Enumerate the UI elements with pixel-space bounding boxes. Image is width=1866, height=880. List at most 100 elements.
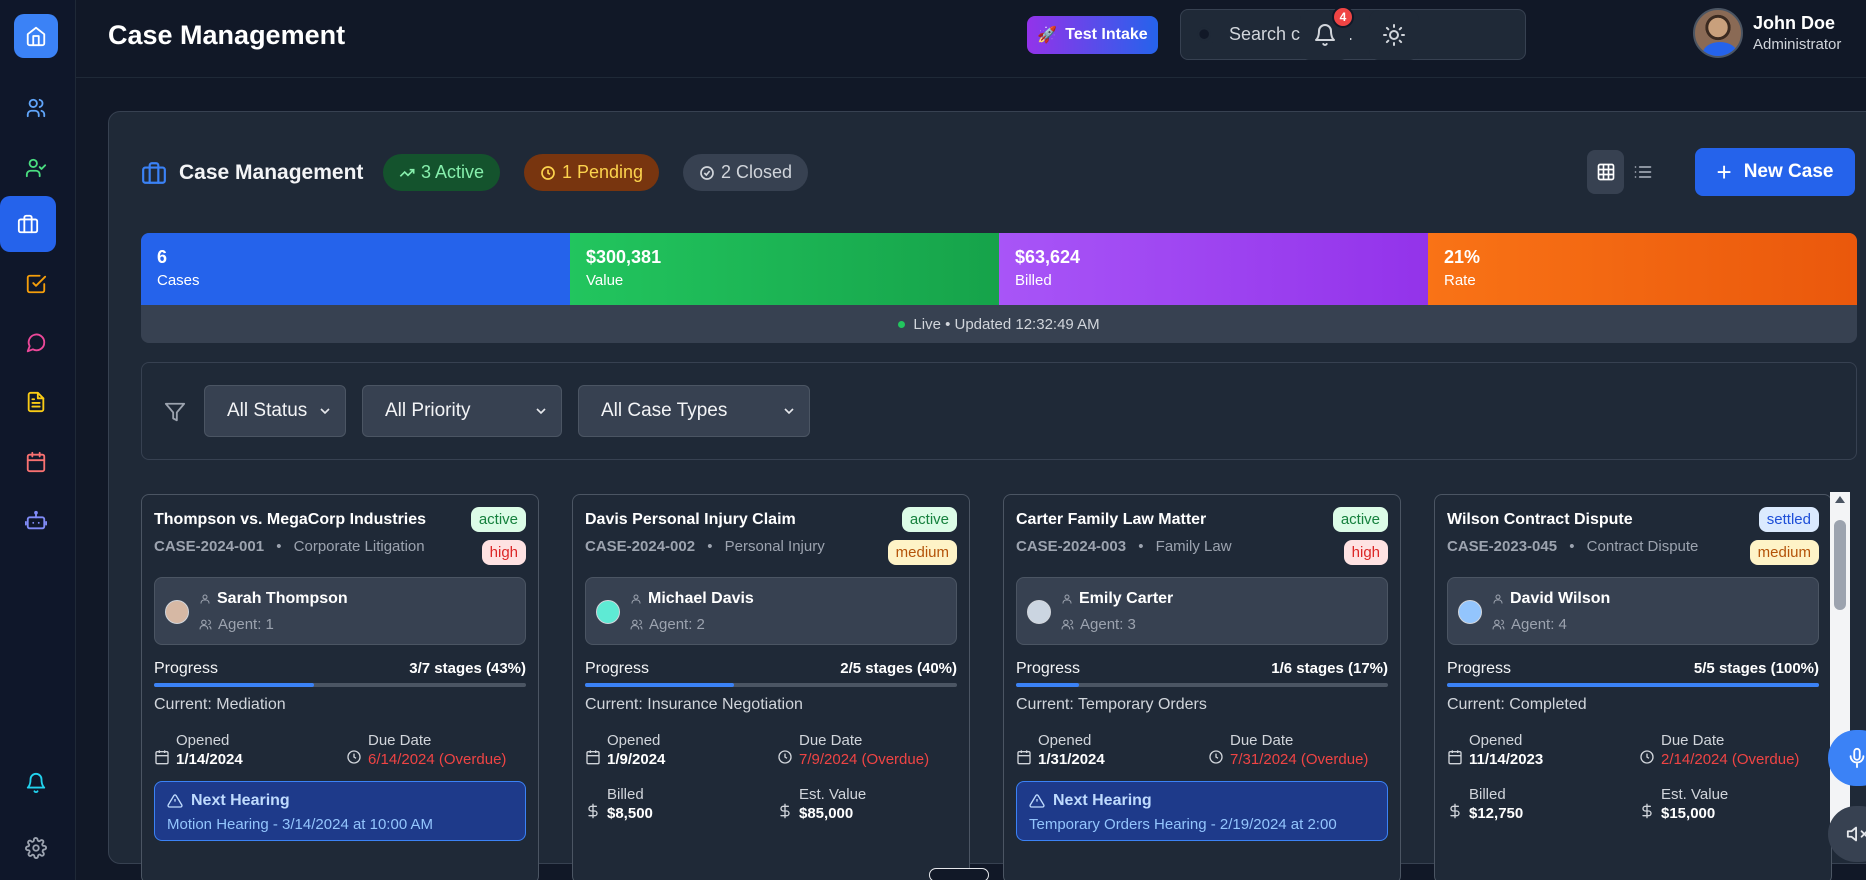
sidebar-cases-button[interactable] <box>0 196 56 252</box>
priority-filter-select[interactable]: All Priority <box>362 385 562 437</box>
agent-label: Agent: 1 <box>218 616 274 633</box>
client-box[interactable]: Emily Carter Agent: 3 <box>1016 577 1388 645</box>
due-date: 2/14/2024 (Overdue) <box>1661 751 1800 768</box>
case-type-filter-select[interactable]: All Case Types <box>578 385 810 437</box>
user-icon <box>200 594 210 604</box>
users-icon <box>199 619 212 630</box>
priority-filter-value: All Priority <box>385 400 471 421</box>
due-field: Due Date 6/14/2024 (Overdue) <box>368 732 506 768</box>
case-card[interactable]: Thompson vs. MegaCorp Industries CASE-20… <box>141 494 539 880</box>
sidebar-calendar-button[interactable] <box>14 440 58 484</box>
calendar-icon <box>155 750 169 765</box>
current-stage: Current: Temporary Orders <box>1016 696 1207 713</box>
priority-badge: medium <box>887 540 957 565</box>
due-label: Due Date <box>1661 732 1725 749</box>
notification-badge: 4 <box>1332 6 1354 28</box>
due-icon-wrap <box>346 749 362 770</box>
est-value-field: Est. Value $15,000 <box>1661 786 1728 822</box>
voice-input-button[interactable] <box>1828 730 1866 786</box>
checkbox-icon <box>26 274 47 294</box>
user-menu[interactable]: John Doe Administrator <box>1693 8 1841 58</box>
case-card[interactable]: Davis Personal Injury Claim CASE-2024-00… <box>572 494 970 880</box>
pending-count-pill[interactable]: 1 Pending <box>524 154 660 191</box>
sidebar-ai-button[interactable] <box>14 499 58 543</box>
billed-field: Billed $8,500 <box>607 786 653 822</box>
test-intake-button[interactable]: 🚀 Test Intake <box>1027 16 1158 54</box>
opened-field: Opened 1/31/2024 <box>1038 732 1105 768</box>
speaker-button[interactable] <box>1828 806 1866 862</box>
client-avatar <box>165 600 189 624</box>
case-number: CASE-2023-045 <box>1447 538 1558 555</box>
closed-count-pill[interactable]: 2 Closed <box>683 154 809 191</box>
panel-title: Case Management <box>141 160 363 186</box>
next-hearing-box[interactable]: Next Hearing Motion Hearing - 3/14/2024 … <box>154 781 526 841</box>
case-type: Family Law <box>1155 538 1232 555</box>
case-title: Carter Family Law Matter <box>1016 511 1207 528</box>
sidebar-notifications-button[interactable] <box>14 761 58 805</box>
agent-label: Agent: 3 <box>1080 616 1136 633</box>
due-label: Due Date <box>368 732 432 749</box>
calendar-icon <box>26 451 46 473</box>
case-card[interactable]: Carter Family Law Matter CASE-2024-003 •… <box>1003 494 1401 880</box>
active-count-pill[interactable]: 3 Active <box>383 154 501 191</box>
est-icon-wrap <box>1639 803 1655 824</box>
grid-view-button[interactable] <box>1587 150 1624 194</box>
live-status: Live • Updated 12:32:49 AM <box>141 305 1857 343</box>
scroll-up-arrow-icon[interactable] <box>1835 496 1845 503</box>
case-subtitle: CASE-2024-002 • Personal Injury <box>585 538 825 555</box>
theme-toggle-button[interactable] <box>1369 10 1419 60</box>
sidebar-leads-button[interactable] <box>14 146 58 190</box>
billed-label: Billed <box>1469 786 1506 803</box>
notifications-button[interactable]: 4 <box>1300 6 1354 60</box>
bot-icon <box>25 510 47 530</box>
status-badge: active <box>1332 507 1388 532</box>
next-hearing-box[interactable]: Next Hearing Temporary Orders Hearing - … <box>1016 781 1388 841</box>
case-subtitle: CASE-2023-045 • Contract Dispute <box>1447 538 1699 555</box>
alert-triangle-icon <box>167 794 183 808</box>
gear-icon <box>25 837 47 859</box>
search-icon <box>1197 26 1214 43</box>
calendar-icon <box>586 750 600 765</box>
check-circle-icon <box>700 165 714 180</box>
agent-label: Agent: 4 <box>1511 616 1567 633</box>
users-icon <box>26 98 46 118</box>
stat-value: 21% <box>1444 247 1481 267</box>
progress-bar <box>1447 683 1819 687</box>
dollar-icon <box>1450 803 1460 819</box>
progress-value: 2/5 stages (40%) <box>840 660 957 677</box>
due-date: 6/14/2024 (Overdue) <box>368 751 507 768</box>
microphone-icon <box>1849 747 1865 769</box>
case-type: Corporate Litigation <box>293 538 425 555</box>
est-value-field: Est. Value $85,000 <box>799 786 866 822</box>
current-stage: Current: Completed <box>1447 696 1587 713</box>
sidebar-clients-button[interactable] <box>14 86 58 130</box>
stat-label: Value <box>586 272 624 289</box>
chevron-down-icon <box>784 408 794 415</box>
client-box[interactable]: Sarah Thompson Agent: 1 <box>154 577 526 645</box>
billed-icon-wrap <box>585 803 601 824</box>
dollar-icon <box>780 803 790 819</box>
bottom-drag-handle[interactable] <box>929 868 989 880</box>
list-view-button[interactable] <box>1624 150 1661 194</box>
hearing-detail: Temporary Orders Hearing - 2/19/2024 at … <box>1029 816 1337 833</box>
client-box[interactable]: Michael Davis Agent: 2 <box>585 577 957 645</box>
progress-fill <box>1016 683 1080 687</box>
status-filter-select[interactable]: All Status <box>204 385 346 437</box>
speaker-icon <box>1846 826 1866 842</box>
billed-icon-wrap <box>1447 803 1463 824</box>
case-card[interactable]: Wilson Contract Dispute CASE-2023-045 • … <box>1434 494 1832 880</box>
scroll-thumb[interactable] <box>1834 520 1846 610</box>
sidebar-tasks-button[interactable] <box>14 262 58 306</box>
sidebar-settings-button[interactable] <box>14 826 58 870</box>
client-box[interactable]: David Wilson Agent: 4 <box>1447 577 1819 645</box>
sidebar-messages-button[interactable] <box>14 321 58 365</box>
progress-label: Progress <box>1447 660 1512 677</box>
clock-icon <box>778 750 792 764</box>
sidebar-home-button[interactable] <box>14 14 58 58</box>
avatar <box>1693 8 1743 58</box>
sidebar <box>0 0 76 880</box>
opened-field: Opened 11/14/2023 <box>1469 732 1543 768</box>
case-subtitle: CASE-2024-001 • Corporate Litigation <box>154 538 425 555</box>
new-case-button[interactable]: + New Case <box>1695 148 1855 196</box>
sidebar-documents-button[interactable] <box>14 380 58 424</box>
